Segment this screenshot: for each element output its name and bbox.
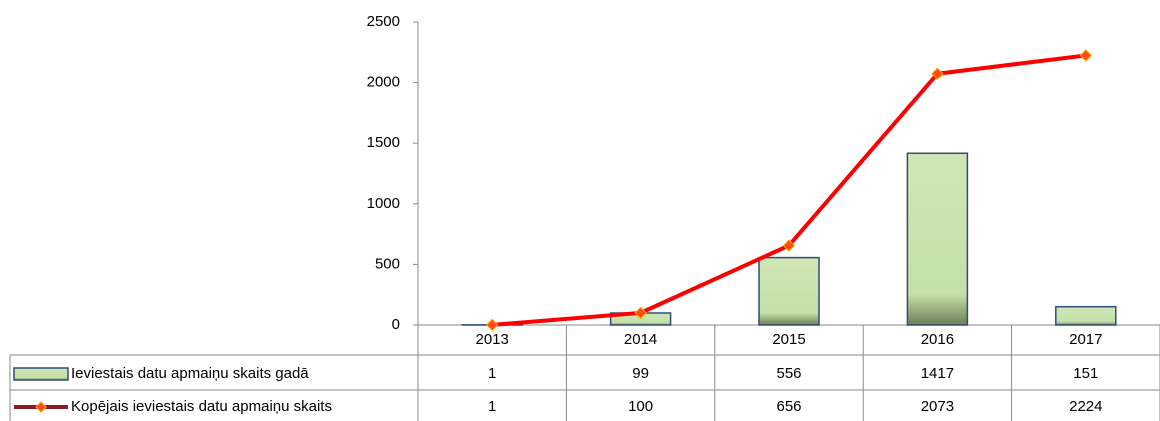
marker (1079, 49, 1093, 62)
table-value: 99 (632, 365, 649, 382)
marker (634, 306, 647, 320)
marker (485, 318, 499, 332)
bar (906, 152, 969, 326)
bar (1055, 305, 1117, 326)
y-tick-label: 500 (375, 255, 400, 272)
table-value: 1 (488, 398, 496, 415)
x-tick-label: 2013 (476, 331, 509, 348)
x-tick-label: 2015 (772, 331, 805, 348)
y-tick-label: 2000 (367, 74, 400, 91)
table-value: 151 (1073, 365, 1098, 382)
table-value: 2073 (921, 398, 954, 415)
table-value: 1417 (921, 365, 954, 382)
table-value: 656 (776, 398, 801, 415)
bar (758, 256, 820, 326)
legend-label: Kopējais ieviestais datu apmaiņu skaits (71, 398, 332, 415)
x-tick-label: 2017 (1069, 331, 1102, 348)
legend-label: Ieviestais datu apmaiņu skaits gadā (71, 365, 309, 382)
marker (931, 67, 944, 80)
y-tick-label: 1500 (367, 134, 400, 151)
marker (782, 239, 796, 252)
table-value: 556 (776, 365, 801, 382)
table-value: 2224 (1069, 398, 1102, 415)
table-value: 100 (628, 398, 653, 415)
y-tick-label: 0 (392, 316, 400, 333)
legend-key (35, 401, 47, 413)
y-tick-label: 2500 (367, 13, 400, 30)
legend-key (13, 367, 69, 381)
x-tick-label: 2016 (921, 331, 954, 348)
x-tick-label: 2014 (624, 331, 657, 348)
y-tick-label: 1000 (367, 195, 400, 212)
table-value: 1 (488, 365, 496, 382)
